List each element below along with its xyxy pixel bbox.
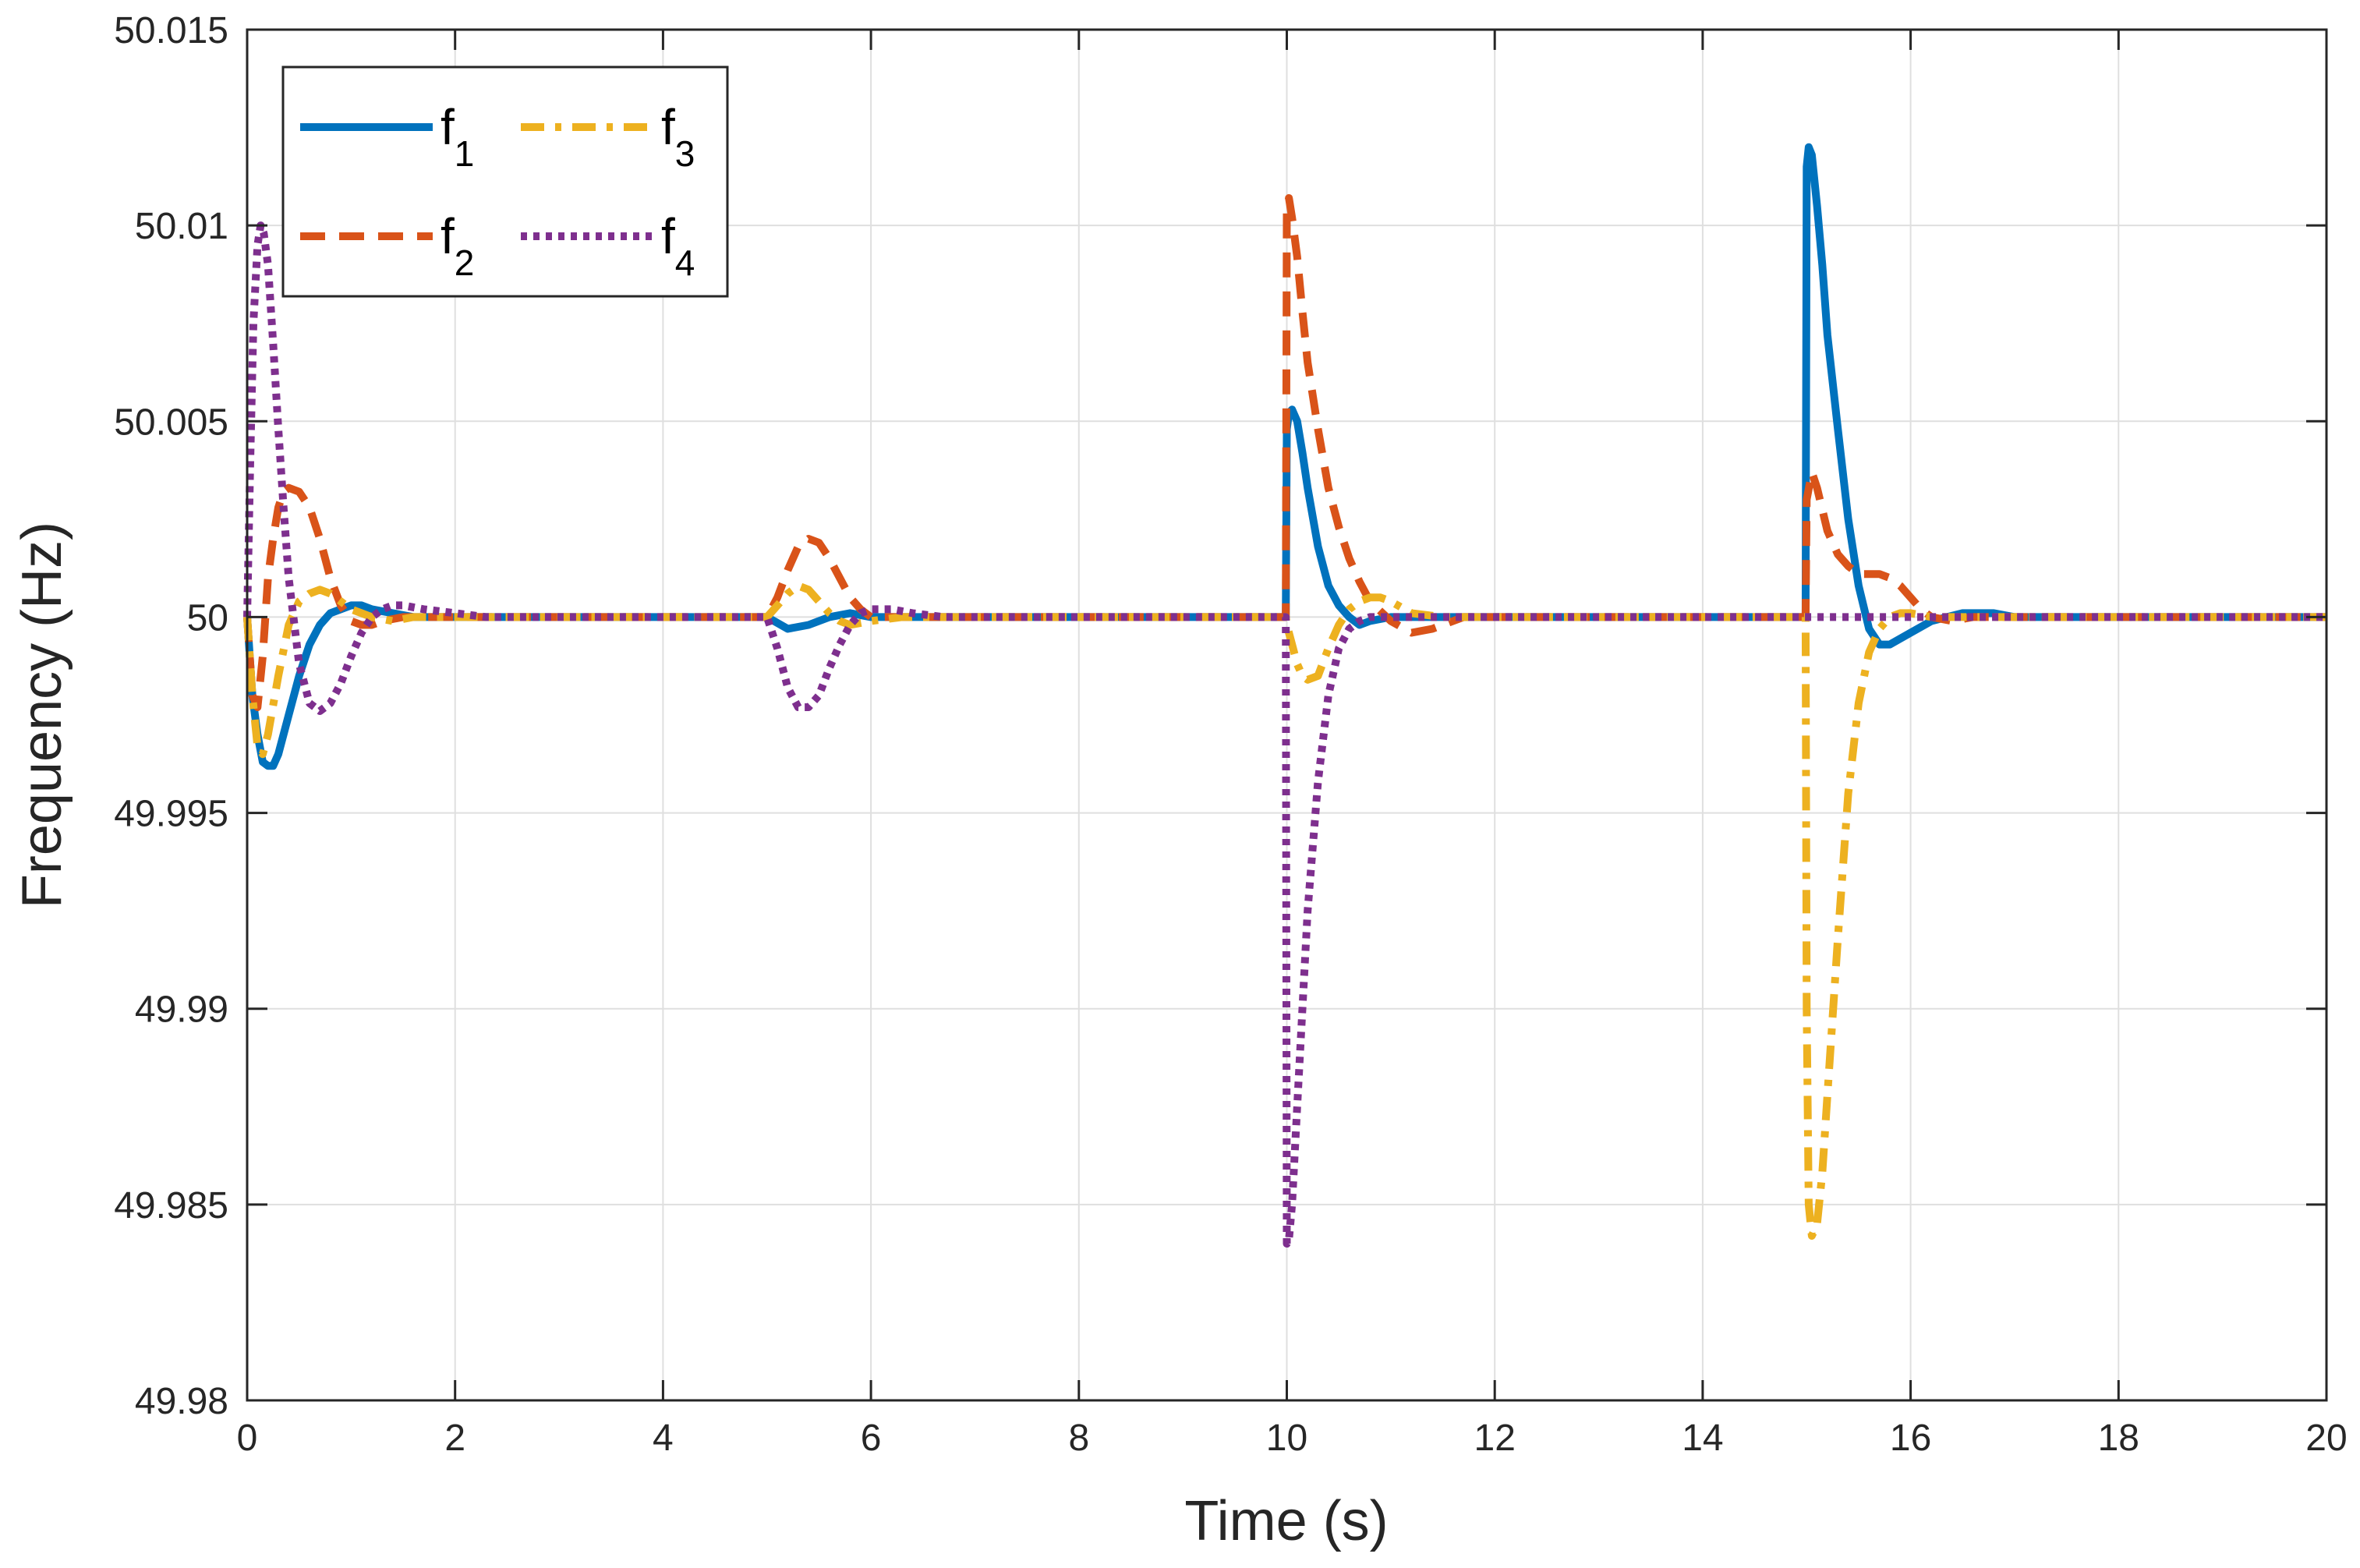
axis-ticks	[246, 28, 2328, 1402]
y-tick-label: 50	[187, 597, 228, 639]
series-line-f1	[243, 143, 2326, 770]
legend-label-f4: f4	[661, 208, 695, 283]
x-tick-label: 6	[861, 1418, 882, 1459]
x-tick-label: 4	[653, 1418, 674, 1459]
y-tick-label: 49.99	[135, 989, 228, 1031]
series-line-f4	[243, 221, 2326, 1248]
legend: f1 f3 f2 f4	[281, 65, 729, 298]
y-tick-label: 50.015	[114, 10, 228, 51]
x-tick-label: 18	[2098, 1418, 2139, 1459]
y-tick-label: 50.005	[114, 402, 228, 443]
legend-label-f2: f2	[441, 208, 474, 283]
x-tick-label: 12	[1474, 1418, 1516, 1459]
y-tick-label: 49.995	[114, 794, 228, 835]
legend-label-f1: f1	[441, 99, 474, 174]
x-tick-label: 14	[1682, 1418, 1723, 1459]
x-tick-label: 20	[2305, 1418, 2347, 1459]
series-line-f3	[243, 582, 2326, 1240]
x-tick-label: 10	[1266, 1418, 1307, 1459]
y-tick-label: 49.985	[114, 1185, 228, 1226]
legend-label-f3: f3	[661, 99, 695, 174]
x-axis-label: Time (s)	[1184, 1490, 1388, 1552]
x-tick-labels: 0 2 4 6 8 10 12 14 16 18 20	[237, 1418, 2348, 1459]
series-lines	[243, 143, 2326, 1248]
y-tick-label: 49.98	[135, 1381, 228, 1422]
x-tick-label: 0	[237, 1418, 258, 1459]
y-axis-label: Frequency (Hz)	[11, 522, 73, 908]
legend-box	[281, 65, 729, 298]
x-tick-label: 2	[444, 1418, 465, 1459]
y-tick-label: 50.01	[135, 206, 228, 247]
x-tick-label: 8	[1068, 1418, 1089, 1459]
y-tick-labels: 49.98 49.985 49.99 49.995 50 50.005 50.01 50.01…	[114, 10, 228, 1422]
x-tick-label: 16	[1890, 1418, 1931, 1459]
